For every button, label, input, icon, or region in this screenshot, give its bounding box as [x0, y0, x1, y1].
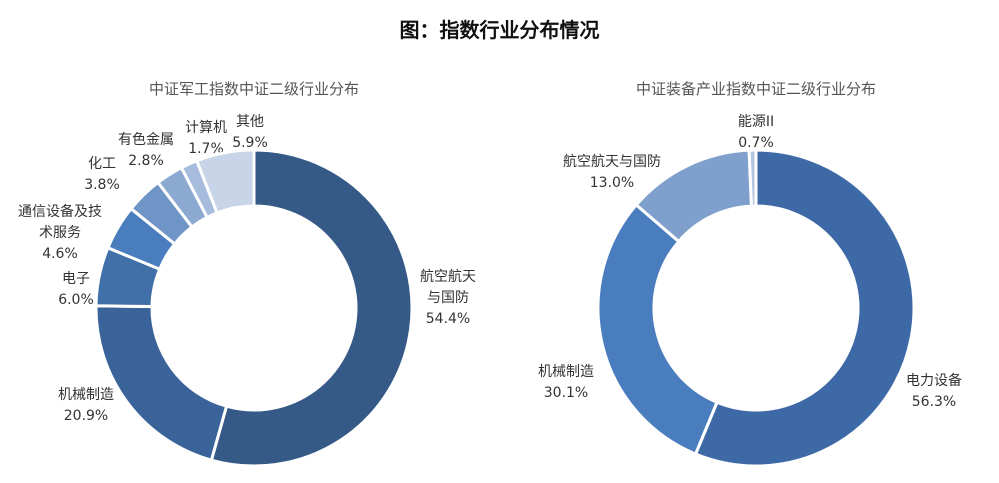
slice-value-0-1: 20.9% — [64, 408, 108, 424]
donut-equipment: 电力设备 56.3% 机械制造 30.1% 航空航天与国防 13.0% 能源II 0.7% — [538, 114, 962, 468]
slice-label-0-1: 机械制造 — [58, 387, 114, 403]
slice-1-3 — [747, 148, 758, 208]
slice-value-0-3: 4.6% — [42, 246, 78, 262]
chart-title-equipment: 中证装备产业指数中证二级行业分布 — [636, 80, 876, 98]
slice-label-0-5: 有色金属 — [118, 131, 174, 148]
slice-value-1-1: 30.1% — [544, 385, 588, 401]
slice-0-1 — [94, 304, 229, 462]
slice-label-0-0: 航空航天 — [420, 269, 476, 285]
slice-label-0-7: 其他 — [236, 114, 264, 130]
slice-label-1-1: 机械制造 — [538, 364, 594, 380]
slice-label-1-2: 航空航天与国防 — [563, 154, 661, 170]
slice-label-0-3: 术服务 — [39, 225, 81, 241]
slice-label-1-3: 能源II — [738, 114, 774, 130]
slice-label-0-0: 与国防 — [427, 290, 469, 306]
slice-1-1 — [596, 202, 719, 456]
slice-value-0-2: 6.0% — [58, 292, 94, 308]
slice-label-1-0: 电力设备 — [906, 372, 962, 389]
slice-value-0-4: 3.8% — [84, 177, 120, 193]
slice-0-0 — [209, 148, 414, 468]
slice-label-0-3: 通信设备及技 — [18, 203, 102, 220]
slice-label-0-2: 电子 — [62, 271, 90, 287]
slice-label-0-6: 计算机 — [185, 120, 227, 136]
slice-value-0-0: 54.4% — [426, 311, 470, 327]
slice-value-1-3: 0.7% — [738, 135, 774, 151]
slice-value-1-2: 13.0% — [590, 175, 634, 191]
slice-label-0-4: 化工 — [88, 156, 116, 172]
slice-0-7 — [194, 148, 256, 215]
slice-value-0-7: 5.9% — [232, 135, 268, 151]
slice-value-0-5: 2.8% — [128, 153, 164, 169]
slice-value-0-6: 1.7% — [188, 141, 224, 157]
slice-value-1-0: 56.3% — [912, 394, 956, 410]
slice-1-0 — [693, 148, 916, 468]
page-title: 图：指数行业分布情况 — [399, 18, 600, 42]
chart-title-military: 中证军工指数中证二级行业分布 — [149, 80, 359, 98]
